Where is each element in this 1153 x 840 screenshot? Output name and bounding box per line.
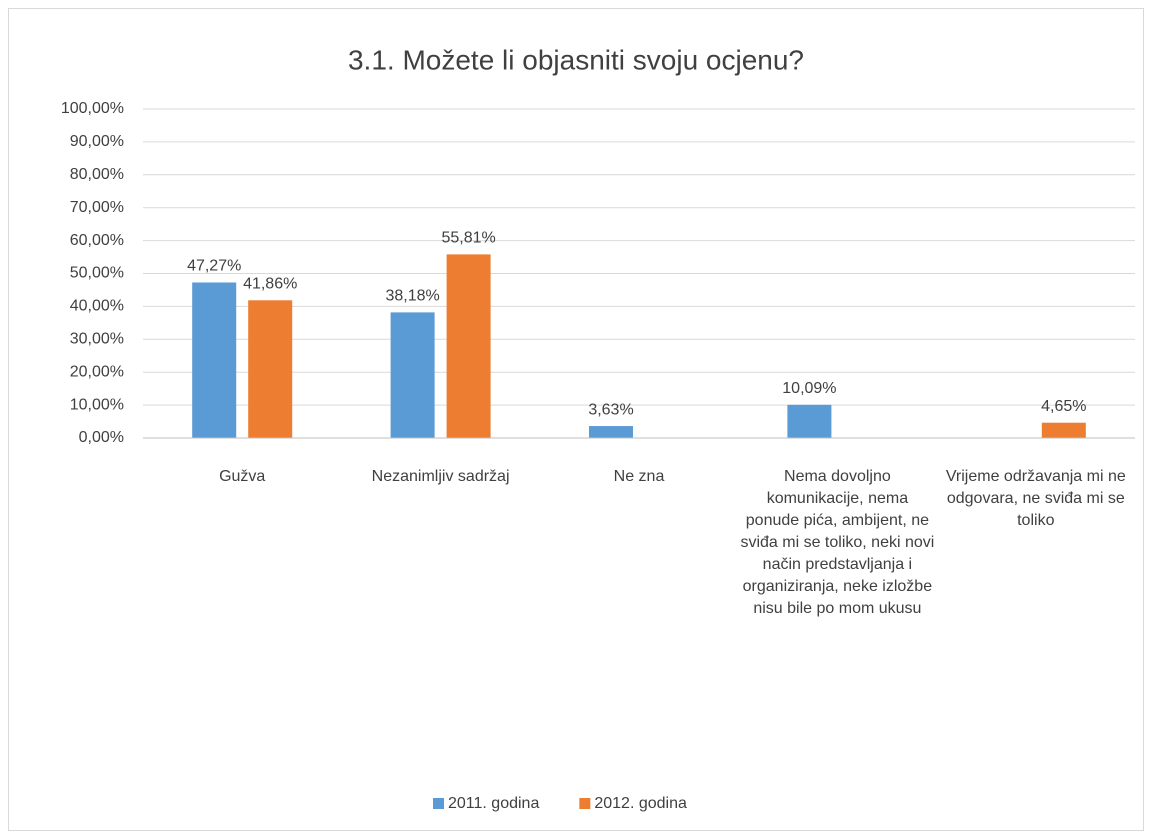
x-tick-label: Ne zna <box>613 468 665 485</box>
chart-border <box>8 8 1144 831</box>
y-tick-label: 0,00% <box>79 429 124 446</box>
data-label: 47,27% <box>187 258 241 275</box>
y-tick-label: 10,00% <box>70 396 124 413</box>
bar <box>192 282 237 438</box>
data-label: 3,63% <box>588 401 633 418</box>
y-tick-label: 90,00% <box>70 133 124 150</box>
y-tick-label: 50,00% <box>70 265 124 282</box>
data-label: 55,81% <box>441 230 495 247</box>
bar <box>787 404 832 438</box>
y-tick-label: 30,00% <box>70 331 124 348</box>
y-tick-label: 60,00% <box>70 232 124 249</box>
y-tick-label: 40,00% <box>70 298 124 315</box>
data-label: 10,09% <box>782 380 836 397</box>
x-tick-label: Nema dovoljno komunikacije, nema ponude … <box>740 468 935 617</box>
x-tick-label: Gužva <box>219 468 266 485</box>
legend-swatch <box>433 798 444 809</box>
x-tick-label: Vrijeme održavanja mi ne odgovara, ne sv… <box>945 468 1126 529</box>
y-tick-label: 20,00% <box>70 363 124 380</box>
legend-swatch <box>579 798 591 809</box>
x-tick-label: Nezanimljiv sadržaj <box>371 468 510 485</box>
bar <box>446 254 491 438</box>
bar <box>589 426 633 438</box>
legend-label: 2011. godina <box>448 795 539 812</box>
legend-label: 2012. godina <box>594 795 687 812</box>
data-label: 38,18% <box>385 288 439 305</box>
y-tick-label: 100,00% <box>61 100 124 117</box>
chart-title: 3.1. Možete li objasniti svoju ocjenu? <box>348 44 804 75</box>
bar <box>390 312 435 438</box>
y-tick-label: 70,00% <box>70 199 124 216</box>
data-label: 4,65% <box>1041 398 1086 415</box>
bar <box>1041 422 1086 438</box>
bar <box>248 300 293 438</box>
y-tick-label: 80,00% <box>70 166 124 183</box>
data-label: 41,86% <box>243 275 297 292</box>
